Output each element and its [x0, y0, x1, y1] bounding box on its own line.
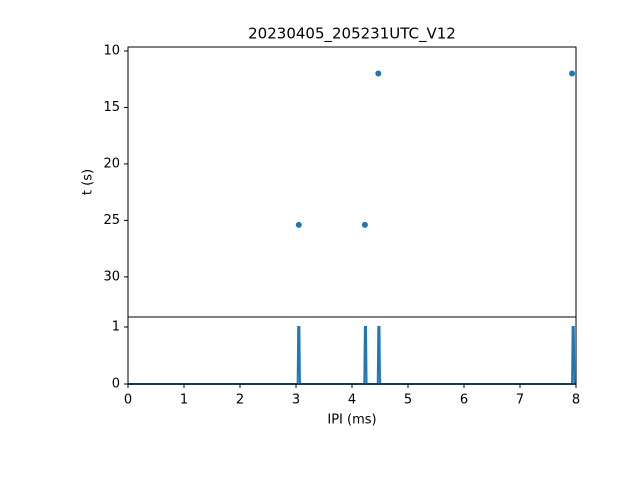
x-tick-label: 4	[348, 393, 356, 408]
x-tick-label: 8	[572, 393, 580, 408]
x-tick-label: 1	[180, 393, 188, 408]
y-tick-label: 10	[103, 43, 120, 58]
point	[375, 70, 382, 77]
y-tick-label: 15	[103, 100, 120, 115]
y-tick-label: 30	[103, 269, 120, 284]
x-tick-label: 6	[460, 393, 468, 408]
x-axis-label: IPI (ms)	[327, 413, 376, 428]
x-tick-label: 0	[124, 393, 132, 408]
y-tick-label: 0	[112, 377, 120, 392]
y-tick-label: 1	[112, 319, 120, 334]
chart-title: 20230405_205231UTC_V12	[248, 25, 456, 44]
x-tick-label: 5	[404, 393, 412, 408]
x-tick-label: 3	[292, 393, 300, 408]
y-tick-label: 20	[103, 156, 120, 171]
x-tick-label: 7	[516, 393, 524, 408]
y-tick-label: 25	[103, 213, 120, 228]
point	[295, 221, 302, 228]
x-tick-label: 2	[236, 393, 244, 408]
point	[361, 221, 368, 228]
point	[569, 70, 576, 77]
y-axis-label: t (s)	[81, 169, 96, 195]
